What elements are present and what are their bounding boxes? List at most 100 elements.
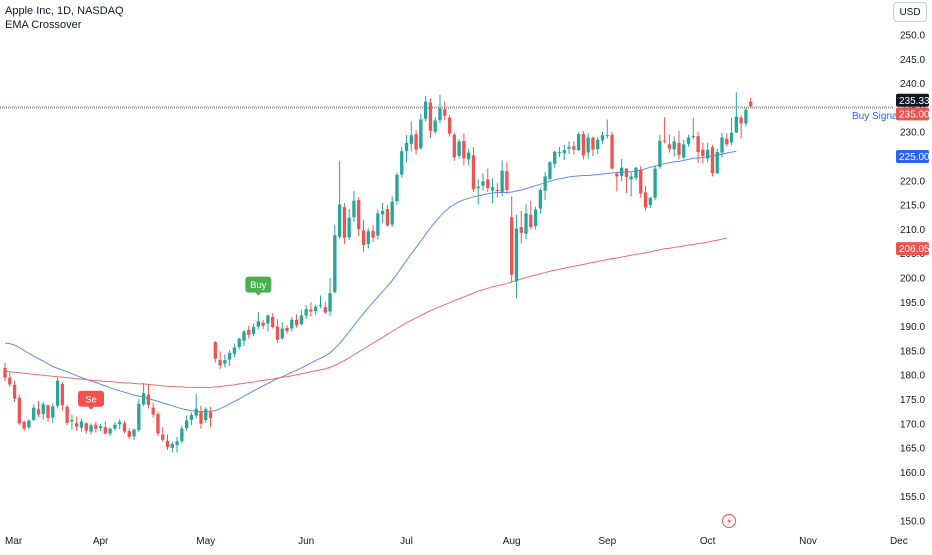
candle-body: [223, 360, 227, 364]
candle-up: [113, 422, 117, 431]
candle-up: [467, 148, 471, 166]
price-label-box: [896, 242, 929, 256]
marker-pointer: [255, 292, 262, 296]
indicator-title[interactable]: EMA Crossover: [5, 19, 82, 31]
candle-body: [55, 380, 60, 406]
candle-body: [127, 431, 131, 437]
candle-body: [199, 411, 203, 424]
candle-body: [36, 409, 41, 415]
candle-up: [423, 95, 428, 122]
candle-body: [624, 168, 629, 177]
x-tick-label: Apr: [93, 536, 109, 547]
candle-body: [347, 217, 351, 238]
candle-down: [357, 197, 361, 237]
candle-body: [27, 420, 31, 428]
candle-body: [390, 201, 394, 225]
candle-body: [180, 428, 184, 442]
time-axis[interactable]: Mar Apr May Jun Jul Aug Sep Oct Nov Dec: [5, 536, 908, 547]
candle-body: [89, 425, 93, 432]
candle-body: [739, 117, 743, 124]
candle-body: [438, 108, 442, 121]
candle-up: [41, 401, 45, 420]
candle-body: [84, 423, 88, 431]
candle-body: [667, 144, 672, 149]
candle-body: [643, 192, 648, 208]
price-label-text: 225.00: [899, 152, 930, 163]
candle-down: [462, 133, 466, 166]
candle-up: [481, 173, 485, 191]
candle-up: [251, 323, 256, 337]
x-tick-label: Aug: [503, 536, 521, 547]
sell-marker-box: [78, 390, 105, 407]
x-tick-label: Jun: [298, 536, 314, 547]
candle-body: [514, 228, 519, 282]
candle-body: [256, 321, 260, 327]
y-tick-label: 150.0: [900, 517, 925, 528]
price-labels-layer: 235.33 235.00 225.00 206.05: [896, 93, 930, 256]
candle-up: [333, 224, 337, 294]
candle-up: [141, 382, 146, 407]
symbol-title[interactable]: Apple Inc, 1D, NASDAQ: [5, 5, 124, 17]
candle-body: [75, 423, 79, 427]
candle-body: [194, 408, 198, 416]
candle-body: [275, 326, 280, 340]
candle-body: [357, 200, 361, 230]
candle-body: [366, 231, 370, 244]
candle-body: [423, 101, 428, 119]
candle-body: [328, 293, 332, 312]
candle-body: [500, 170, 504, 192]
candle-body: [170, 444, 174, 449]
price-label-text: 206.05: [899, 244, 930, 255]
candle-up: [380, 202, 385, 224]
buy-signal-label: Buy Signal: [852, 111, 900, 122]
candle-up: [562, 144, 566, 160]
y-tick-label: 215.0: [900, 201, 925, 212]
candle-body: [715, 152, 719, 174]
candle-body: [562, 150, 566, 154]
sell-marker[interactable]: Se: [78, 390, 105, 410]
candle-down: [591, 136, 595, 157]
y-tick-label: 160.0: [900, 468, 925, 479]
candle-up: [89, 423, 93, 435]
candle-body: [553, 151, 557, 164]
candle-up: [170, 441, 174, 453]
candle-body: [419, 119, 423, 149]
ema-fast-line: [4, 150, 737, 413]
candle-up: [318, 295, 323, 309]
candle-down: [739, 115, 743, 139]
candle-body: [395, 174, 399, 202]
candle-up: [476, 179, 480, 205]
candle-up: [266, 314, 270, 332]
candle-up: [706, 142, 710, 163]
candle-down: [519, 210, 523, 244]
candle-body: [538, 190, 543, 209]
candle-body: [371, 230, 375, 238]
candle-body: [634, 167, 638, 178]
candle-down: [151, 402, 155, 418]
candle-up: [433, 117, 437, 135]
candle-body: [476, 186, 480, 189]
y-tick-label: 185.0: [900, 346, 925, 357]
candle-down: [285, 325, 289, 334]
candle-up: [543, 172, 547, 201]
candle-body: [639, 169, 643, 194]
candle-down: [696, 131, 700, 163]
candle-up: [600, 131, 605, 144]
price-label-signal-level: 235.00: [896, 107, 930, 121]
currency-button[interactable]: USD: [893, 2, 927, 22]
candle-up: [619, 158, 624, 182]
candle-up: [744, 107, 748, 127]
candle-down: [199, 405, 203, 429]
chart-legend: Apple Inc, 1D, NASDAQ EMA Crossover: [5, 4, 124, 32]
y-tick-label: 170.0: [900, 419, 925, 430]
buy-marker[interactable]: Buy: [245, 276, 272, 296]
candle-up: [715, 148, 719, 174]
candle-up: [629, 172, 633, 197]
candle-body: [672, 141, 676, 150]
candle-up: [232, 343, 237, 358]
candle-body: [247, 330, 251, 335]
candle-body: [41, 404, 45, 415]
y-tick-label: 230.0: [900, 128, 925, 139]
